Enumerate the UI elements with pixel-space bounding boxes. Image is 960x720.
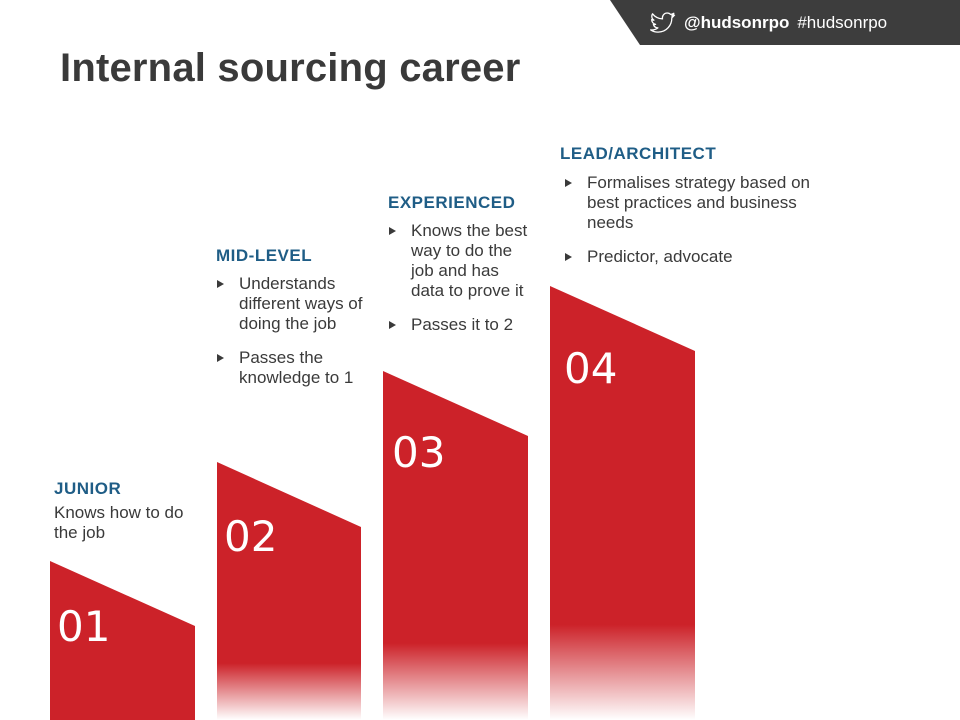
hashtag[interactable]: #hudsonrpo xyxy=(797,12,888,32)
bullet-triangle-icon xyxy=(217,280,224,288)
step-number-03: 03 xyxy=(392,428,445,477)
level-heading-mid-level: MID-LEVEL xyxy=(216,246,313,265)
twitter-bird-icon xyxy=(650,11,676,34)
social-content: @hudsonrpo #hudsonrpo xyxy=(650,0,887,45)
list-item: Predictor, advocate xyxy=(564,247,814,267)
twitter-handle[interactable]: @hudsonrpo xyxy=(684,12,790,32)
level-heading-lead-architect: LEAD/ARCHITECT xyxy=(560,144,717,163)
step-number-04: 04 xyxy=(564,344,617,393)
bullet-text: Passes it to 2 xyxy=(411,315,514,334)
social-banner: @hudsonrpo #hudsonrpo xyxy=(0,0,960,45)
step-number-01: 01 xyxy=(57,602,110,651)
bullet-text: Predictor, advocate xyxy=(587,247,733,266)
bullet-list-experienced: Knows the best way to do the job and has… xyxy=(388,221,536,349)
bullet-text: Knows the best way to do the job and has… xyxy=(411,221,528,300)
step-bar-03: 03 xyxy=(383,371,528,720)
list-item: Passes the knowledge to 1 xyxy=(216,348,364,388)
step-bar-02: 02 xyxy=(217,462,361,720)
bullet-text: Formalises strategy based on best practi… xyxy=(587,173,810,232)
level-description-junior: Knows how to do the job xyxy=(54,503,184,542)
step-bar-04: 04 xyxy=(550,286,695,720)
level-heading-junior: JUNIOR xyxy=(54,479,122,498)
list-item: Knows the best way to do the job and has… xyxy=(388,221,536,301)
bullet-triangle-icon xyxy=(389,227,396,235)
bullet-list-mid-level: Understands different ways of doing the … xyxy=(216,274,364,402)
list-item: Understands different ways of doing the … xyxy=(216,274,364,334)
bullet-list-lead-architect: Formalises strategy based on best practi… xyxy=(564,173,814,281)
list-item: Passes it to 2 xyxy=(388,315,536,335)
bullet-text: Passes the knowledge to 1 xyxy=(239,348,354,387)
bullet-triangle-icon xyxy=(565,179,572,187)
bullet-triangle-icon xyxy=(217,354,224,362)
list-item: Formalises strategy based on best practi… xyxy=(564,173,814,233)
step-number-02: 02 xyxy=(224,512,277,561)
bullet-triangle-icon xyxy=(565,253,572,261)
bullet-triangle-icon xyxy=(389,321,396,329)
step-bar-01: 01 xyxy=(50,561,195,720)
page-title: Internal sourcing career xyxy=(60,46,521,90)
social-banner-background xyxy=(610,0,960,45)
bullet-text: Understands different ways of doing the … xyxy=(239,274,363,333)
level-heading-experienced: EXPERIENCED xyxy=(388,193,516,212)
